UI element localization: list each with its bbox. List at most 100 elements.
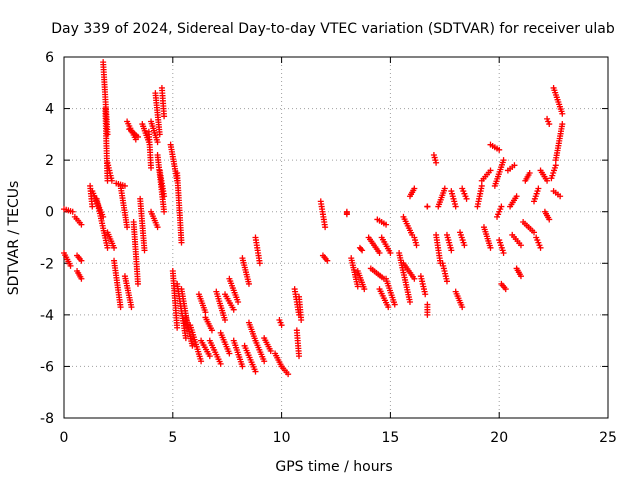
y-axis: -8 -6 -4 -2 0 2 4 6 (40, 50, 608, 427)
data-point (387, 249, 394, 256)
data-point (89, 203, 96, 210)
data-point (361, 286, 368, 293)
data-point (161, 113, 168, 120)
data-point (502, 286, 509, 293)
data-point (161, 193, 168, 200)
data-point (433, 159, 440, 166)
data-point (343, 211, 350, 218)
data-point (239, 363, 246, 370)
data-point (278, 322, 285, 329)
data-point (117, 304, 124, 311)
data-point (487, 167, 494, 174)
data-point (226, 350, 233, 357)
x-tick-label: 20 (490, 430, 508, 446)
data-point (285, 371, 292, 378)
data-point (559, 121, 566, 128)
data-points (61, 59, 566, 378)
data-point (230, 306, 237, 313)
y-tick-label: 0 (45, 205, 54, 221)
data-point (69, 208, 76, 215)
data-point (252, 368, 259, 375)
data-point (296, 353, 303, 360)
data-point (148, 164, 155, 171)
chart-title: Day 339 of 2024, Sidereal Day-to-day VTE… (51, 21, 615, 37)
data-point (517, 273, 524, 280)
data-point (134, 280, 141, 287)
data-point (557, 193, 564, 200)
data-point (546, 121, 553, 128)
data-point (413, 242, 420, 249)
y-tick-label: 2 (45, 153, 54, 169)
x-tick-label: 5 (168, 430, 177, 446)
data-point (104, 244, 111, 251)
x-tick-label: 0 (60, 430, 69, 446)
data-point (383, 221, 390, 228)
data-point (156, 131, 163, 138)
data-point (461, 242, 468, 249)
data-point (531, 229, 538, 236)
data-point (537, 244, 544, 251)
data-point (448, 247, 455, 254)
data-point (411, 185, 418, 192)
data-point (513, 193, 520, 200)
data-point (245, 280, 252, 287)
data-point (452, 203, 459, 210)
data-point (385, 304, 392, 311)
data-point (459, 304, 466, 311)
x-tick-label: 10 (273, 430, 291, 446)
data-point (391, 301, 398, 308)
data-point (108, 177, 115, 184)
y-tick-label: -4 (40, 308, 54, 324)
data-point (411, 275, 418, 282)
data-point (544, 177, 551, 184)
data-point (174, 324, 181, 331)
data-point (154, 224, 161, 231)
data-point (222, 317, 229, 324)
y-tick-label: -2 (40, 256, 54, 272)
data-point (67, 262, 74, 269)
x-axis: 0 5 10 15 20 25 (60, 57, 617, 446)
data-point (546, 216, 553, 223)
data-point (496, 146, 503, 153)
data-point (261, 358, 268, 365)
x-tick-label: 25 (599, 430, 617, 446)
y-tick-label: 4 (45, 102, 54, 118)
y-tick-label: -8 (40, 411, 54, 427)
data-point (141, 247, 148, 254)
x-tick-label: 15 (381, 430, 399, 446)
x-axis-label: GPS time / hours (275, 459, 392, 475)
data-point (463, 195, 470, 202)
data-point (498, 203, 505, 210)
data-point (206, 353, 213, 360)
data-point (422, 291, 429, 298)
y-axis-label: SDTVAR / TECUs (6, 181, 22, 296)
data-point (128, 304, 135, 311)
data-point (552, 162, 559, 169)
data-point (189, 342, 196, 349)
grid (64, 57, 608, 418)
plot-frame (63, 56, 609, 419)
y-tick-label: -6 (40, 359, 54, 375)
data-point (202, 309, 209, 316)
data-point (376, 249, 383, 256)
data-point (198, 358, 205, 365)
data-point (161, 208, 168, 215)
data-point (235, 298, 242, 305)
data-point (478, 182, 485, 189)
data-point (487, 244, 494, 251)
data-point (526, 170, 533, 177)
data-point (78, 275, 85, 282)
data-point (208, 327, 215, 334)
data-point (559, 110, 566, 117)
data-point (78, 257, 85, 264)
y-tick-label: 6 (45, 50, 54, 66)
data-point (358, 246, 365, 253)
data-point (124, 224, 131, 231)
data-point (517, 242, 524, 249)
data-point (500, 157, 507, 164)
data-point (441, 185, 448, 192)
data-point (322, 224, 329, 231)
data-point (535, 185, 542, 192)
data-point (267, 347, 274, 354)
